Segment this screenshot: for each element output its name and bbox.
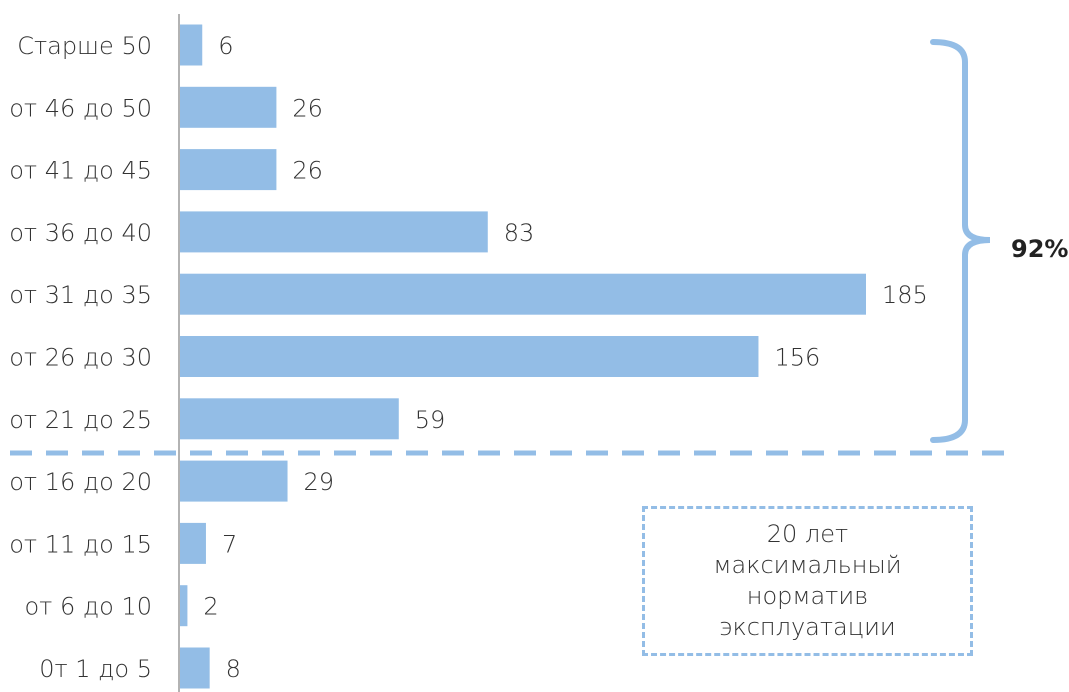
- bar-8: [180, 522, 206, 564]
- bar-1: [180, 86, 277, 128]
- value-label-1: 26: [292, 94, 323, 122]
- category-label-7: от 16 до 20: [9, 468, 152, 496]
- note-text: 20 лет максимальный норматив эксплуатаци…: [713, 520, 902, 641]
- value-label-8: 7: [222, 530, 237, 558]
- category-labels-group: Старше 50 от 46 до 50 от 41 до 45 от 36 до …: [9, 32, 152, 683]
- bar-10: [180, 647, 210, 689]
- category-label-1: от 46 до 50: [9, 94, 152, 122]
- value-labels-group: 6 26 26 83 185 156 59 29 7 2 8: [203, 32, 927, 683]
- category-label-2: от 41 до 45: [9, 157, 152, 185]
- value-label-5: 156: [774, 344, 820, 372]
- bracket-percent-label: 92%: [1011, 235, 1068, 263]
- value-label-2: 26: [292, 157, 323, 185]
- bar-9: [180, 585, 188, 627]
- curly-brace-bracket: [930, 39, 991, 443]
- value-label-0: 6: [218, 32, 233, 60]
- value-label-7: 29: [304, 468, 335, 496]
- category-label-8: от 11 до 15: [9, 530, 152, 558]
- bar-4: [180, 273, 866, 315]
- bar-3: [180, 211, 488, 253]
- bar-5: [180, 336, 759, 377]
- bar-0: [180, 24, 203, 66]
- category-label-5: от 26 до 30: [9, 344, 152, 372]
- value-label-6: 59: [415, 406, 446, 434]
- value-label-4: 185: [882, 281, 928, 309]
- note-box: 20 лет максимальный норматив эксплуатаци…: [642, 506, 973, 656]
- category-label-4: от 31 до 35: [9, 281, 152, 309]
- value-label-3: 83: [504, 219, 535, 247]
- category-label-10: 0т 1 до 5: [39, 655, 152, 683]
- category-label-6: от 21 до 25: [9, 406, 152, 434]
- category-label-3: от 36 до 40: [9, 219, 152, 247]
- bars-group: [180, 24, 866, 689]
- category-label-0: Старше 50: [17, 32, 152, 60]
- bar-2: [180, 149, 277, 191]
- bar-7: [180, 460, 288, 502]
- category-label-9: от 6 до 10: [25, 593, 153, 621]
- value-label-9: 2: [203, 593, 218, 621]
- value-label-10: 8: [226, 655, 241, 683]
- bar-6: [180, 398, 399, 440]
